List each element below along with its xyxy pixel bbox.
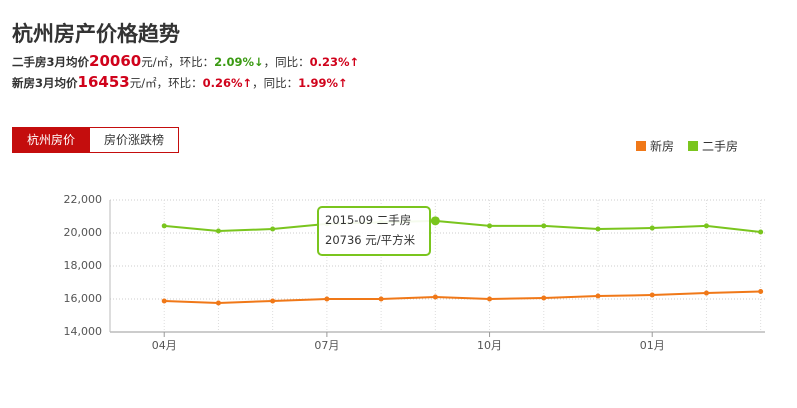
stat-unit: 元/㎡ xyxy=(141,55,169,69)
data-point xyxy=(649,225,655,231)
y-tick-label: 14,000 xyxy=(64,325,103,338)
tab[interactable]: 杭州房价 xyxy=(12,127,91,153)
data-point xyxy=(487,223,493,229)
stat-arrow: ↓ xyxy=(253,55,264,69)
stat-arrow: ↑ xyxy=(349,55,360,69)
tooltip-text: 2015-09 二手房 xyxy=(325,213,412,227)
data-point xyxy=(703,223,709,229)
stat-text: ，同比： xyxy=(263,55,310,69)
tooltip-text: 20736 元/平方米 xyxy=(325,233,416,247)
data-point xyxy=(758,229,764,235)
data-point xyxy=(487,296,493,302)
data-point xyxy=(703,290,709,296)
data-point xyxy=(649,292,655,298)
stat-yoy: 1.99% xyxy=(298,76,339,90)
stat-text: ，同比： xyxy=(252,76,299,90)
data-point xyxy=(432,294,438,300)
stat-arrow: ↑ xyxy=(338,76,348,90)
data-point xyxy=(270,226,276,232)
x-tick-label: 04月 xyxy=(152,339,177,352)
stat-label: 新房3月均价 xyxy=(12,76,78,90)
x-tick-label: 01月 xyxy=(640,339,665,352)
y-tick-label: 16,000 xyxy=(64,292,103,305)
data-point xyxy=(595,226,601,232)
stat-mom: 2.09% xyxy=(214,55,254,69)
legend-label: 二手房 xyxy=(702,139,738,154)
stat-text: ，环比： xyxy=(156,76,203,90)
y-tick-label: 20,000 xyxy=(64,226,103,239)
data-point xyxy=(541,223,547,229)
x-tick-label: 10月 xyxy=(477,339,502,352)
data-point xyxy=(324,296,330,302)
stat-row: 新房3月均价16453元/㎡，环比：0.26%↑，同比：1.99%↑ xyxy=(12,73,348,91)
tabs: 杭州房价 房价涨跌榜 xyxy=(12,127,180,153)
data-point xyxy=(758,289,764,295)
data-point xyxy=(161,223,167,229)
data-point xyxy=(161,298,167,304)
stat-arrow: ↑ xyxy=(242,76,253,90)
x-tick-label: 07月 xyxy=(314,339,339,352)
data-point xyxy=(215,300,221,306)
data-point xyxy=(270,298,276,304)
stat-price: 20060 xyxy=(89,52,142,70)
stat-yoy: 0.23% xyxy=(309,55,350,69)
stat-mom: 0.26% xyxy=(202,76,243,90)
tooltip: 2015-09 二手房 20736 元/平方米 xyxy=(317,206,431,256)
legend-swatch xyxy=(688,141,699,151)
page-title: 杭州房产价格趋势 xyxy=(12,22,180,46)
stat-row: 二手房3月均价20060元/㎡，环比：2.09%↓，同比：0.23%↑ xyxy=(12,52,359,70)
stat-label: 二手房3月均价 xyxy=(12,55,90,69)
stat-price: 16453 xyxy=(77,73,130,91)
legend-swatch xyxy=(636,141,646,151)
y-tick-label: 18,000 xyxy=(64,259,103,272)
legend-label: 新房 xyxy=(650,139,674,154)
series-line xyxy=(164,219,761,234)
tab[interactable]: 房价涨跌榜 xyxy=(90,127,180,153)
series-line xyxy=(164,290,761,304)
stat-text: ，环比： xyxy=(168,55,215,69)
y-tick-label: 22,000 xyxy=(64,193,103,206)
data-point xyxy=(430,216,440,226)
stat-unit: 元/㎡ xyxy=(129,76,157,90)
data-point xyxy=(541,295,547,301)
data-point xyxy=(378,296,384,302)
data-point xyxy=(215,228,221,234)
data-point xyxy=(595,293,601,299)
